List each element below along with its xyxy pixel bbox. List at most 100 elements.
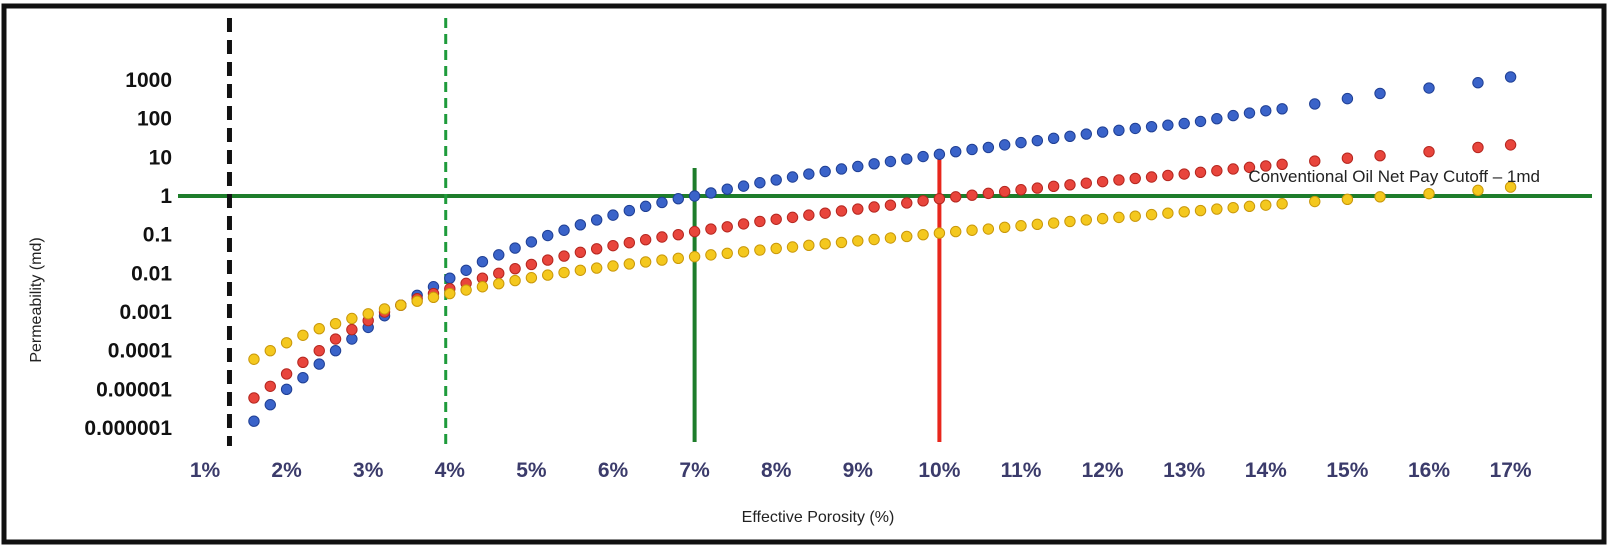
- series-0-point: [460, 264, 472, 276]
- series-2-point: [1096, 212, 1109, 225]
- series-2-point: [607, 260, 619, 272]
- series-1-point: [1309, 155, 1321, 167]
- series-1-point: [1374, 150, 1386, 162]
- series-2-point: [868, 233, 880, 246]
- series-1-point: [1064, 179, 1076, 191]
- series-0-point: [1504, 71, 1517, 83]
- series-0-point: [672, 193, 684, 205]
- series-0-point: [705, 187, 717, 199]
- x-tick-label: 16%: [1408, 459, 1450, 482]
- series-2-point: [378, 303, 391, 315]
- series-1-point: [558, 250, 570, 262]
- series-0-point: [639, 200, 652, 213]
- series-1-point: [509, 262, 521, 275]
- series-1-point: [313, 344, 325, 357]
- series-2-point: [1227, 201, 1239, 214]
- series-2-point: [264, 344, 276, 357]
- series-0-point: [819, 165, 831, 178]
- series-2-point: [852, 235, 864, 247]
- series-2-point: [542, 269, 554, 281]
- series-1-point: [346, 323, 358, 336]
- series-1-point: [639, 234, 652, 246]
- series-2-point: [1260, 199, 1272, 211]
- series-2-point: [590, 262, 603, 274]
- series-2-point: [346, 312, 358, 325]
- series-0-point: [1064, 130, 1076, 142]
- series-1-point: [917, 195, 929, 207]
- series-1-point: [884, 199, 897, 211]
- series-2-point: [525, 272, 538, 284]
- series-0-point: [329, 344, 342, 357]
- series-0-point: [803, 168, 815, 180]
- series-0-point: [884, 155, 897, 168]
- series-0-point: [1227, 109, 1239, 122]
- y-tick-label: 10: [149, 146, 172, 169]
- series-1-point: [590, 243, 603, 255]
- series-0-point: [264, 399, 276, 411]
- series-1-point: [868, 201, 880, 213]
- series-2-point: [362, 308, 374, 320]
- series-2-point: [444, 287, 456, 300]
- series-2-point: [1194, 204, 1207, 217]
- series-2-point: [1423, 187, 1435, 200]
- y-tick-label: 1: [160, 185, 172, 208]
- series-0-point: [982, 141, 995, 154]
- y-axis-title: Permeability (md): [28, 237, 45, 362]
- x-tick-label: 1%: [190, 459, 221, 482]
- series-0-point: [1178, 117, 1190, 130]
- x-tick-label: 10%: [918, 459, 960, 482]
- series-1-point: [819, 207, 831, 219]
- series-0-point: [1080, 128, 1092, 140]
- series-1-point: [1227, 163, 1239, 175]
- x-tick-label: 13%: [1163, 459, 1205, 482]
- series-2-point: [1178, 206, 1190, 218]
- series-0-point: [1031, 134, 1044, 147]
- series-1-point: [672, 228, 684, 241]
- y-tick-label: 0.01: [131, 262, 172, 285]
- series-1-point: [1145, 171, 1158, 183]
- series-2-point: [721, 247, 733, 259]
- series-2-point: [623, 258, 636, 270]
- series-2-point: [1472, 184, 1484, 197]
- series-2-point: [639, 256, 652, 268]
- series-2-point: [901, 230, 913, 243]
- series-2-point: [786, 241, 799, 253]
- series-0-point: [1211, 112, 1223, 125]
- series-0-point: [933, 148, 946, 160]
- series-1-point: [803, 209, 815, 221]
- series-2-point: [770, 242, 782, 255]
- series-0-point: [280, 383, 293, 396]
- series-2-point: [329, 317, 342, 330]
- series-2-point: [1162, 207, 1174, 219]
- series-1-point: [1031, 182, 1044, 194]
- series-2-point: [966, 224, 978, 236]
- series-2-point: [933, 227, 946, 239]
- series-0-point: [1113, 124, 1125, 137]
- series-1-point: [770, 213, 782, 225]
- y-tick-label: 1000: [125, 69, 172, 92]
- y-tick-label: 0.1: [143, 224, 173, 247]
- series-1-point: [737, 218, 750, 230]
- series-0-point: [509, 242, 521, 254]
- x-tick-labels: 1% 2% 3% 4% 5% 6% 7% 8% 9% 10% 11% 12% 13% 14% 15% 16% 1…: [190, 459, 1532, 482]
- series-2-point: [1031, 218, 1044, 231]
- x-tick-label: 11%: [1001, 459, 1042, 482]
- net-pay-cutoff-annotation: Conventional Oil Net Pay Cutoff – 1md: [1248, 167, 1540, 186]
- series-2-point: [656, 254, 668, 266]
- series-2-point: [950, 225, 962, 238]
- series-0-point: [868, 158, 880, 170]
- series-2-point: [1309, 195, 1321, 208]
- series-1-point: [280, 368, 293, 380]
- series-0-point: [656, 196, 668, 209]
- y-tick-label: 0.0001: [108, 340, 173, 363]
- series-2-point: [411, 295, 423, 307]
- series-0-point: [1145, 120, 1158, 133]
- y-tick-label: 0.000001: [84, 417, 172, 440]
- series-2-point: [917, 228, 929, 241]
- series-0-point: [248, 415, 260, 427]
- series-0-point: [835, 163, 848, 175]
- series-2-point: [558, 266, 570, 279]
- series-1-point: [1096, 175, 1109, 188]
- x-tick-label: 2%: [271, 459, 302, 482]
- series-2-point: [1341, 193, 1354, 206]
